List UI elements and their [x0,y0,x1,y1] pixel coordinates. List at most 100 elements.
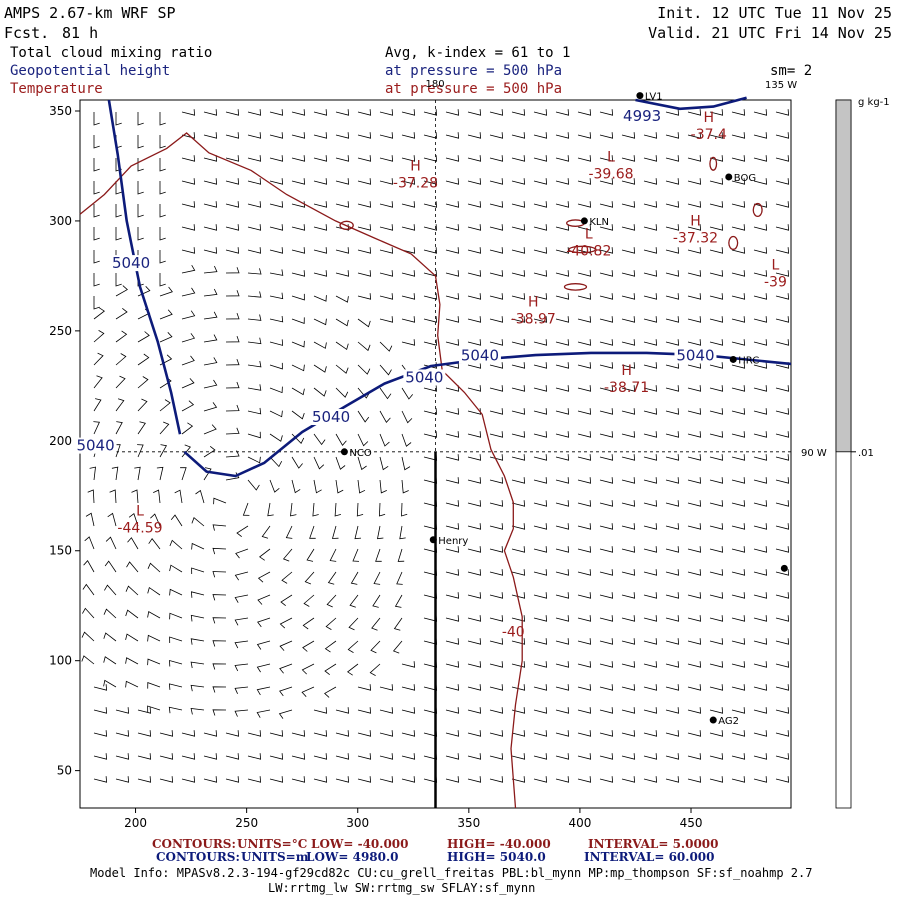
wind-barb [599,247,614,254]
station-label: BOG [734,173,756,184]
wind-barb [137,421,146,435]
wind-barb [379,155,394,162]
wind-barb [203,109,218,116]
wind-barb [269,433,283,442]
wind-barb [775,661,790,668]
wind-barb [731,592,746,599]
wind-barb [313,433,326,446]
wind-barb [125,633,139,642]
wind-barb [335,753,350,760]
wind-barb [687,500,702,507]
wind-barb [775,776,790,783]
legend-height-low: LOW= 4980.0 [306,850,399,864]
wind-barb [125,657,139,665]
init-time: Init. 12 UTC Tue 11 Nov 25 [657,4,892,22]
y-tick-label: 200 [49,434,72,448]
station-marker [429,536,437,544]
wind-barb [225,290,240,297]
wind-barb [180,467,187,481]
wind-barb [555,454,570,461]
wind-barb [256,663,271,673]
wind-barb [621,615,636,622]
wind-barb [203,379,218,389]
station-marker [580,217,588,225]
wind-barb [81,631,95,642]
wind-barb [93,776,108,783]
wind-barb [665,523,680,530]
wind-barb [159,399,171,412]
wind-barb [93,112,100,126]
wind-barb [290,502,297,517]
wind-barb [225,404,240,412]
wind-barb [303,594,315,607]
height-contour [635,96,747,111]
extremum-letter: L [607,150,615,166]
wind-barb [225,335,240,343]
station-label: KLN [589,217,609,228]
wind-barb [533,293,548,300]
wind-barb [357,707,372,714]
wind-barb [325,617,337,630]
wind-barb [665,477,680,484]
wind-barb [335,776,350,783]
wind-barb [775,684,790,691]
wind-barb [372,594,381,608]
field-cloud: Total cloud mixing ratio [10,45,212,61]
extremum-h: H-37.32 [673,213,718,246]
wind-barb [753,500,768,507]
wind-barb [247,730,262,737]
wind-barb [326,594,337,608]
wind-barb [533,155,548,162]
wind-barb [181,730,196,737]
wind-barb [203,402,218,412]
height-label-bg [74,437,117,454]
wind-barb [775,155,790,162]
wind-barb [115,273,122,287]
wind-barb [577,316,592,323]
wind-barb [115,375,126,389]
wind-barb [225,178,240,185]
wind-barb [577,707,592,714]
wind-barb [687,293,702,300]
wind-barb [279,686,293,697]
wind-barb [278,709,293,719]
wind-barb [225,267,240,274]
wind-barb [247,314,262,321]
wind-barb [269,132,284,139]
wind-barb [731,523,746,530]
wind-barb [445,615,460,622]
wind-barb [313,753,328,760]
wind-barb [665,293,680,300]
wind-barb [247,201,262,208]
wind-barb [269,269,284,276]
wind-barb [357,410,370,423]
wind-barb [533,546,548,553]
wind-barb [555,523,570,530]
wind-barb [643,201,658,208]
wind-barb [357,132,372,139]
wind-barb [599,661,614,668]
temperature-cell [752,202,763,217]
wind-barb [291,456,303,469]
wind-barb [709,155,724,162]
wind-barb [93,307,105,320]
wind-barb [511,316,526,323]
wind-barb [511,592,526,599]
wind-barb [379,247,394,254]
wind-barb [131,489,139,504]
x-tick-label: 350 [457,816,480,830]
wind-barb [511,247,526,254]
station-label: AG2 [718,716,739,727]
wind-barb [203,247,218,254]
wind-barb [753,431,768,438]
wind-barb [511,431,526,438]
wind-barb [159,309,173,320]
wind-barb [291,340,305,348]
wind-barb [489,224,504,231]
wind-barb [181,422,194,435]
wind-barb [203,730,218,737]
wind-barb [137,331,150,343]
wind-barb [709,684,724,691]
temperature-contour [79,132,523,809]
wind-barb [313,132,328,139]
